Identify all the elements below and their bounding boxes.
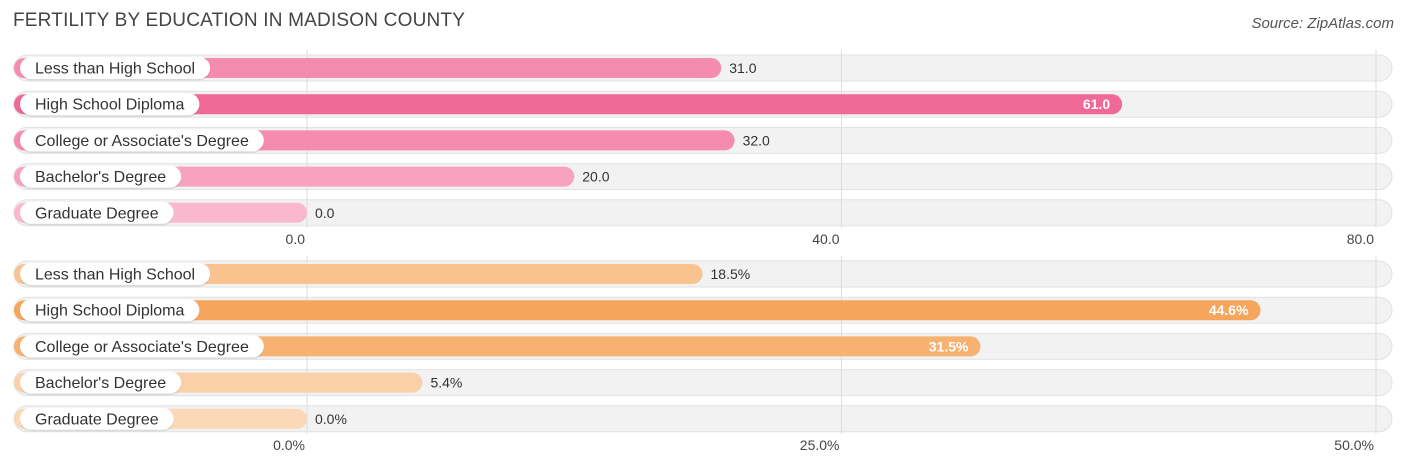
category-pill-college-or-associate-s-degree [20, 335, 264, 358]
value-label-high-school-diploma: 61.0 [1083, 96, 1110, 112]
tick-label-2: 50.0% [1334, 437, 1374, 453]
category-pill-graduate-degree [20, 201, 174, 224]
category-pill-high-school-diploma [20, 93, 200, 116]
fertility-rate-chart: Less than High School 18.5% High School Di… [0, 256, 1406, 466]
source-label: Source: ZipAtlas.com [1251, 15, 1394, 32]
tick-label-0: 0.0 [286, 231, 306, 247]
value-label-bachelor-s-degree: 20.0 [582, 169, 609, 185]
category-pill-graduate-degree [20, 407, 174, 430]
value-label-college-or-associate-s-degree: 31.5% [929, 338, 969, 354]
category-label-high-school-diploma: High School Diploma [35, 303, 185, 320]
fertility-count-chart-svg: Less than High School 31.0 High School Dip… [13, 50, 1393, 247]
bar-high-school-diploma [14, 94, 1123, 115]
category-label-less-than-high-school: Less than High School [35, 267, 195, 284]
category-pill-less-than-high-school [20, 57, 211, 79]
category-label-graduate-degree: Graduate Degree [35, 411, 159, 428]
value-label-bachelor-s-degree: 5.4% [430, 375, 462, 391]
category-label-college-or-associate-s-degree: College or Associate's Degree [35, 339, 249, 356]
fertility-count-chart: Less than High School 31.0 High School Dip… [0, 50, 1406, 260]
value-label-less-than-high-school: 31.0 [729, 60, 756, 76]
value-label-high-school-diploma: 44.6% [1209, 302, 1249, 318]
category-pill-bachelor-s-degree [20, 165, 182, 188]
category-label-bachelor-s-degree: Bachelor's Degree [35, 375, 166, 392]
value-label-graduate-degree: 0.0% [315, 411, 347, 427]
category-label-less-than-high-school: Less than High School [35, 61, 195, 78]
category-label-high-school-diploma: High School Diploma [35, 97, 185, 114]
category-label-graduate-degree: Graduate Degree [35, 205, 159, 222]
category-label-bachelor-s-degree: Bachelor's Degree [35, 169, 166, 186]
chart-title: FERTILITY BY EDUCATION IN MADISON COUNTY [13, 10, 466, 31]
value-label-graduate-degree: 0.0 [315, 205, 335, 221]
tick-label-1: 40.0 [812, 231, 839, 247]
fertility-rate-chart-svg: Less than High School 18.5% High School Di… [13, 256, 1393, 453]
category-pill-high-school-diploma [20, 299, 200, 322]
value-label-less-than-high-school: 18.5% [711, 266, 751, 282]
tick-label-1: 25.0% [800, 437, 840, 453]
category-pill-less-than-high-school [20, 263, 211, 285]
category-pill-college-or-associate-s-degree [20, 129, 264, 152]
category-pill-bachelor-s-degree [20, 371, 182, 394]
category-label-college-or-associate-s-degree: College or Associate's Degree [35, 133, 249, 150]
bar-high-school-diploma [14, 300, 1261, 321]
tick-label-2: 80.0 [1347, 231, 1374, 247]
tick-label-0: 0.0% [273, 437, 305, 453]
value-label-college-or-associate-s-degree: 32.0 [743, 132, 770, 148]
